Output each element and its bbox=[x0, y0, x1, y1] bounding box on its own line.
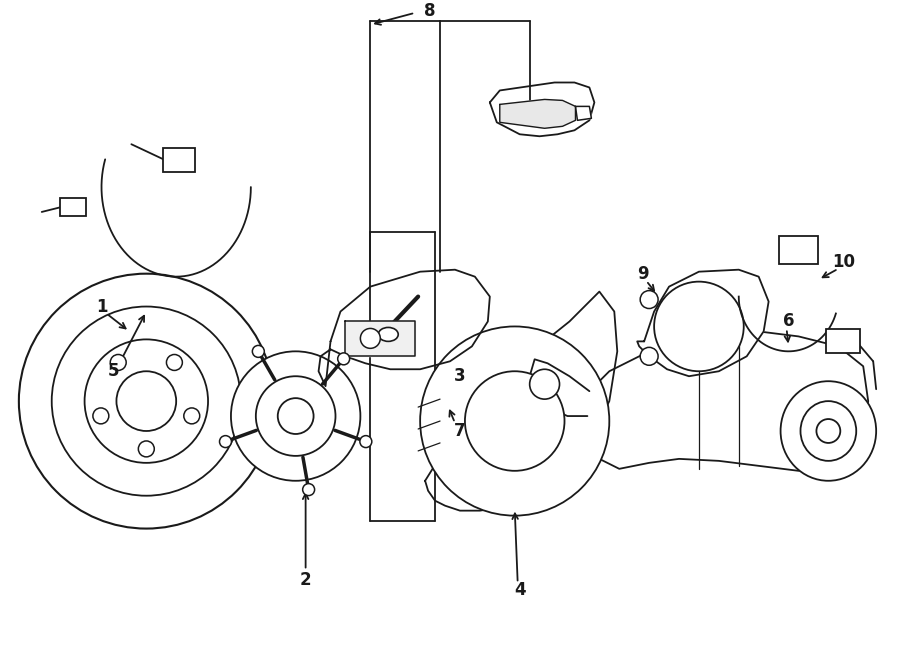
Ellipse shape bbox=[220, 436, 231, 447]
Ellipse shape bbox=[184, 408, 200, 424]
Text: 7: 7 bbox=[454, 422, 466, 440]
Ellipse shape bbox=[256, 376, 336, 456]
Text: 3: 3 bbox=[454, 368, 466, 385]
Polygon shape bbox=[637, 270, 769, 376]
FancyBboxPatch shape bbox=[163, 148, 195, 172]
Polygon shape bbox=[590, 329, 868, 471]
Ellipse shape bbox=[93, 408, 109, 424]
Ellipse shape bbox=[252, 346, 265, 358]
Ellipse shape bbox=[360, 436, 372, 447]
Text: 8: 8 bbox=[424, 2, 436, 20]
Ellipse shape bbox=[800, 401, 856, 461]
Ellipse shape bbox=[360, 329, 381, 348]
Ellipse shape bbox=[116, 371, 176, 431]
Text: 9: 9 bbox=[637, 264, 649, 283]
Text: 10: 10 bbox=[832, 253, 855, 271]
FancyBboxPatch shape bbox=[778, 236, 818, 264]
Ellipse shape bbox=[302, 484, 315, 496]
Ellipse shape bbox=[19, 274, 274, 529]
Polygon shape bbox=[346, 321, 415, 356]
Ellipse shape bbox=[139, 441, 154, 457]
Text: 5: 5 bbox=[108, 362, 119, 380]
Ellipse shape bbox=[780, 381, 877, 481]
Polygon shape bbox=[319, 270, 490, 386]
Ellipse shape bbox=[111, 354, 126, 370]
Ellipse shape bbox=[816, 419, 841, 443]
Text: 6: 6 bbox=[783, 313, 795, 330]
Ellipse shape bbox=[640, 347, 658, 366]
Ellipse shape bbox=[166, 354, 183, 370]
Polygon shape bbox=[530, 360, 590, 416]
Ellipse shape bbox=[231, 352, 360, 481]
Text: 2: 2 bbox=[300, 571, 311, 590]
Ellipse shape bbox=[378, 327, 398, 341]
Ellipse shape bbox=[530, 369, 560, 399]
Ellipse shape bbox=[654, 282, 743, 371]
Polygon shape bbox=[490, 83, 594, 136]
Ellipse shape bbox=[420, 327, 609, 516]
FancyBboxPatch shape bbox=[59, 198, 86, 216]
Ellipse shape bbox=[278, 398, 313, 434]
Polygon shape bbox=[425, 292, 617, 511]
Text: 4: 4 bbox=[514, 581, 526, 600]
Ellipse shape bbox=[85, 339, 208, 463]
Ellipse shape bbox=[51, 307, 241, 496]
Ellipse shape bbox=[640, 291, 658, 309]
FancyBboxPatch shape bbox=[826, 329, 860, 354]
Polygon shape bbox=[575, 106, 591, 120]
Ellipse shape bbox=[338, 353, 349, 365]
Ellipse shape bbox=[465, 371, 564, 471]
Text: 1: 1 bbox=[95, 297, 107, 315]
Polygon shape bbox=[500, 99, 575, 128]
